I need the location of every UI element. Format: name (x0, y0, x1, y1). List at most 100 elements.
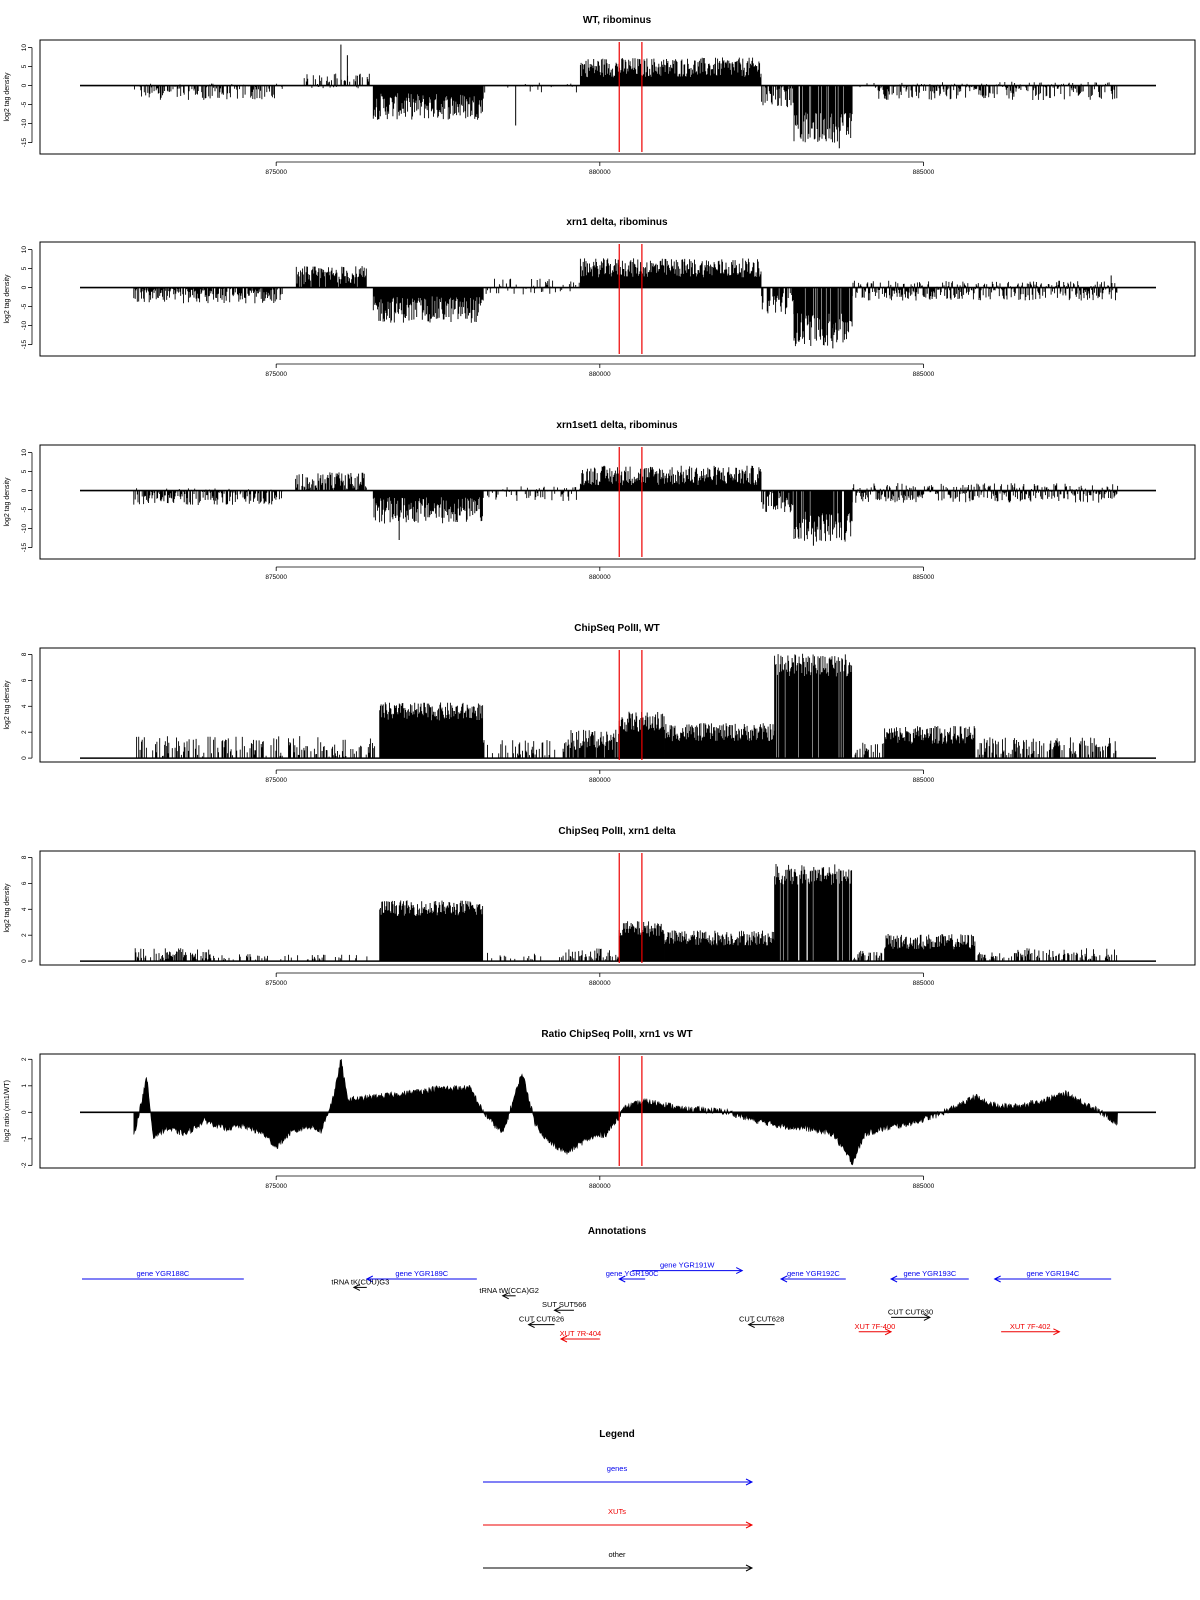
feature-label: SUT SUT566 (542, 1300, 586, 1309)
annotation-xut: XUT 7F-400 (855, 1322, 895, 1336)
signal-bars (774, 653, 853, 759)
y-tick-label: 5 (21, 266, 28, 270)
signal-bars (295, 266, 367, 288)
arrow-head (884, 1328, 893, 1336)
y-tick-label: 6 (21, 678, 28, 682)
annotation-xut: XUT 7F-402 (1001, 1322, 1061, 1336)
legend-label: XUTs (608, 1507, 626, 1516)
y-axis-label: log2 ratio (xrn1/WT) (4, 1080, 11, 1142)
y-tick-label: 10 (21, 449, 28, 457)
y-axis-label: log2 tag density (4, 477, 11, 527)
signal-bars (213, 954, 368, 962)
signal-bars (579, 258, 762, 288)
annotation-items: gene YGR188C gene YGR189C gene YGR190Cgene… (82, 1261, 1112, 1343)
arrow-head (993, 1275, 1001, 1283)
plot-frame (39, 444, 1196, 560)
arrow-head (745, 1521, 754, 1529)
panel-title: ChipSeq PolII, WT (574, 623, 660, 634)
annotation-gene: gene YGR193C (889, 1269, 969, 1283)
y-tick-label: 0 (21, 756, 28, 760)
signal (133, 465, 1119, 546)
panel-title: xrn1set1 delta, ribominus (556, 420, 678, 431)
panel-title: Ratio ChipSeq PolII, xrn1 vs WT (541, 1029, 692, 1040)
legend: Legend genes XUTs other (483, 1429, 754, 1572)
signal-bars (664, 930, 775, 962)
panel-title: WT, ribominus (583, 15, 652, 26)
arrow-head (1053, 1328, 1061, 1336)
arrow-head (365, 1275, 374, 1283)
y-tick-label: -10 (21, 119, 28, 129)
y-tick-label: 4 (21, 704, 28, 708)
plot-frame (39, 1053, 1196, 1169)
x-tick-label: 875000 (265, 371, 287, 378)
annotation-gene: gene YGR188C (82, 1269, 244, 1280)
x-tick-label: 885000 (913, 371, 935, 378)
y-axis-label: log2 tag density (4, 274, 11, 324)
signal-bars (484, 82, 577, 93)
signal-bars (664, 723, 775, 759)
signal-bars (372, 490, 484, 524)
signal-bars (579, 57, 762, 86)
annotation-other: CUT CUT626 (519, 1315, 564, 1329)
signal-bars (853, 950, 883, 962)
signal-bars (761, 287, 795, 315)
y-tick-label: -15 (21, 138, 28, 148)
signal-bars (877, 81, 1118, 100)
annotation-other: CUT CUT630 (888, 1307, 933, 1321)
y-axis-label: log2 tag density (4, 72, 11, 122)
plot-frame (39, 241, 1196, 357)
feature-label: tRNA tW(CCA)G2 (479, 1286, 539, 1295)
arrow-head (559, 1335, 568, 1343)
annotation-gene: gene YGR192C (779, 1269, 846, 1283)
signal (136, 653, 1117, 759)
signal-bars (372, 287, 484, 323)
annotations-title: Annotations (588, 1226, 647, 1237)
signal-bars (295, 472, 367, 491)
signal-bars (774, 864, 853, 962)
arrow-head (889, 1275, 898, 1283)
signal-bars (977, 948, 1118, 962)
feature-label: XUT 7F-402 (1010, 1322, 1051, 1331)
y-tick-label: 8 (21, 652, 28, 656)
signal-bars (487, 952, 567, 962)
signal-bars (379, 702, 484, 759)
legend-title: Legend (599, 1429, 635, 1440)
legend-label: other (608, 1550, 626, 1559)
annotation-gene: gene YGR191W (632, 1261, 744, 1275)
feature-label: gene YGR192C (787, 1269, 840, 1278)
feature-label: gene YGR190C (606, 1269, 659, 1278)
arrow-head (923, 1313, 932, 1321)
annotation-gene: gene YGR194C (993, 1269, 1112, 1283)
y-tick-label: -2 (21, 1162, 28, 1168)
signal-bars (793, 85, 853, 143)
x-tick-label: 885000 (913, 777, 935, 784)
x-tick-label: 875000 (265, 1183, 287, 1190)
y-tick-label: 5 (21, 469, 28, 473)
y-tick-label: 8 (21, 855, 28, 859)
feature-label: tRNA tK(CUU)G3 (331, 1277, 389, 1286)
x-tick-label: 875000 (265, 574, 287, 581)
annotation-track: Annotations gene YGR188C gene YGR189C gene… (82, 1226, 1112, 1343)
annotation-other: CUT CUT628 (739, 1315, 784, 1329)
panel-6: Ratio ChipSeq PolII, xrn1 vs WT -2 -1 0 1 2 lo… (4, 1029, 1196, 1190)
plot-frame (39, 850, 1196, 966)
y-tick-label: 4 (21, 907, 28, 911)
panel-3: xrn1set1 delta, ribominus -15 -10 -5 0 5 10 log… (4, 420, 1196, 581)
signal (133, 258, 1118, 349)
feature-label: gene YGR193C (904, 1269, 957, 1278)
annotation-other: SUT SUT566 (542, 1300, 586, 1314)
x-tick-label: 880000 (589, 1183, 611, 1190)
y-tick-label: -10 (21, 524, 28, 534)
arrow-head (527, 1321, 535, 1329)
signal-bars (761, 490, 795, 513)
track-panels: WT, ribominus -15 -10 -5 0 5 10 log2 tag densit… (4, 15, 1196, 1190)
y-tick-label: 10 (21, 246, 28, 254)
signal-bars (793, 287, 853, 347)
legend-entry: other (483, 1550, 754, 1572)
y-tick-label: 0 (21, 488, 28, 492)
panel-title: ChipSeq PolII, xrn1 delta (558, 826, 676, 837)
signal-bars (487, 486, 581, 501)
arrow-head (501, 1292, 509, 1300)
y-tick-label: -5 (21, 303, 28, 309)
